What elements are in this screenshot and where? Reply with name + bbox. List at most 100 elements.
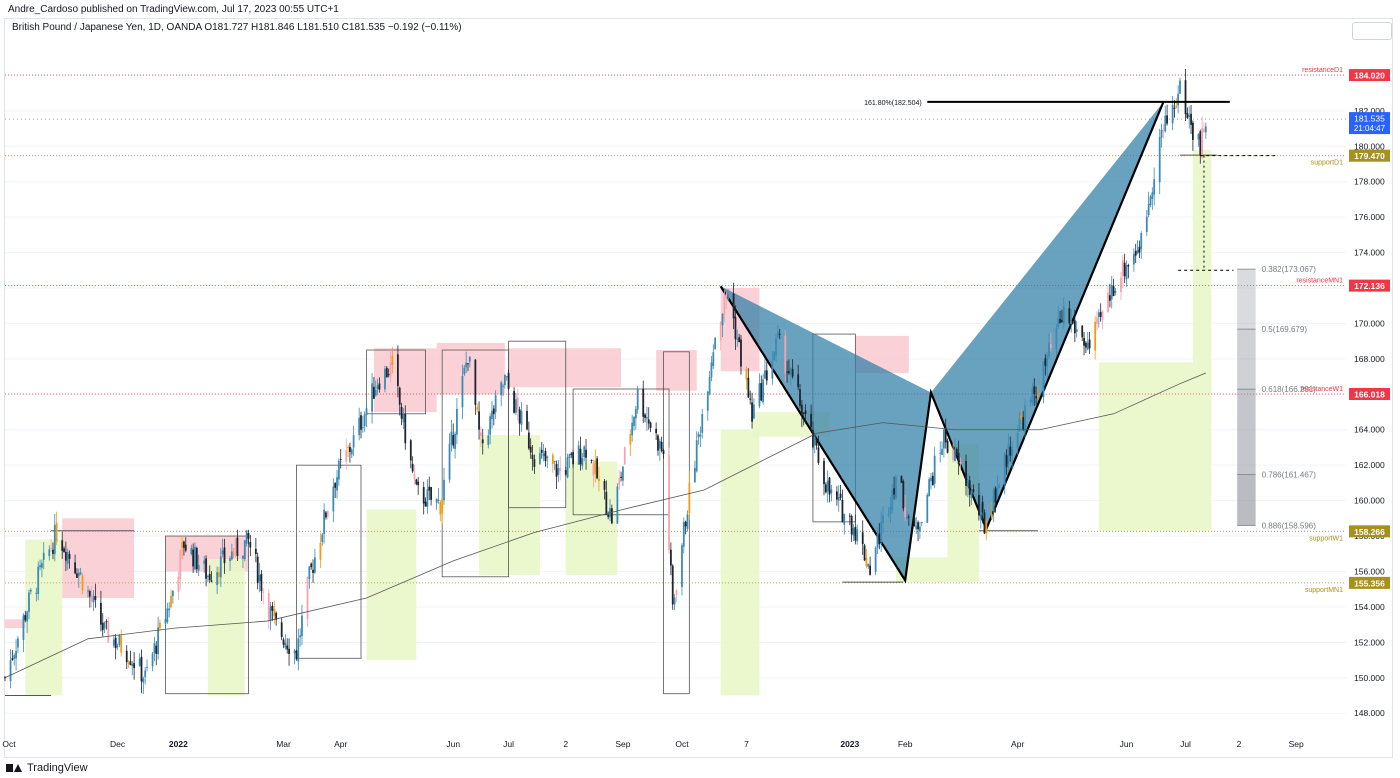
candle-body [1099,312,1102,317]
candle-body [55,522,58,542]
price-scale-settings-button[interactable] [1352,22,1392,40]
candle-body [813,436,816,446]
candle-body [658,440,661,449]
candle-body [144,670,147,678]
candle-body [1068,308,1071,324]
tradingview-logo-icon [6,763,22,773]
candle-body [1048,343,1050,357]
candle-body [101,622,104,631]
candle-body [930,477,932,482]
candle-body [153,643,156,654]
candle-body [784,335,787,374]
candle-body [939,452,942,454]
candle-body [487,435,490,446]
x-tick-label: Oct [675,739,689,749]
level-tag-resistanceD1: 184.020 [1354,71,1385,81]
footer: TradingView [6,759,88,777]
candle-body [1035,396,1038,399]
candle-body [171,590,174,597]
candle-body [869,565,872,575]
candle-body [140,656,143,682]
y-tick-label: 180.000 [1354,141,1385,151]
x-tick-label: Oct [2,739,16,749]
candle-body [295,650,298,660]
candle-body [933,455,936,484]
candle-body [572,452,575,465]
candle-body [1086,342,1089,350]
candle-body [590,460,593,462]
candle-body [474,359,477,405]
x-tick-label: Jun [446,739,460,749]
candle-body [267,593,270,620]
candle-body [919,526,921,532]
candle-body [374,389,377,396]
level-tag-bg [1349,69,1390,82]
candle-body [467,363,469,365]
candle-body [546,456,549,459]
range-box [296,464,362,659]
candle-body [734,316,737,340]
candle-body [850,515,853,535]
candle-body [503,374,506,386]
fib-band [1237,329,1256,390]
range-box [663,351,690,695]
candle-body [693,468,696,483]
candle-body [603,481,606,490]
candle-body [669,549,672,566]
candle-body [515,399,517,413]
candle-body [349,447,351,452]
level-tag-resistanceMN1: 172.136 [1354,281,1385,291]
candle-body [1107,292,1109,313]
candle-body [491,410,493,420]
candle-body [946,440,949,453]
candle-body [649,422,652,428]
candle-body [365,408,368,416]
candle-body [1029,399,1032,403]
candle-body [1188,114,1191,118]
candle-body [39,565,41,568]
candle-body [837,496,840,501]
candle-body [63,548,65,553]
candle-body [699,434,702,437]
y-tick-label: 168.000 [1354,354,1385,364]
candle-body [1140,233,1143,250]
candle-body [577,445,580,465]
moving-average-line [4,372,1206,679]
candle-body [876,534,879,549]
symbol-legend: British Pound / Japanese Yen, 1D, OANDA … [12,22,462,33]
candle-body [738,337,741,343]
candle-body [112,639,115,646]
candle-body [708,377,711,394]
candle-body [218,572,220,577]
candle-body [166,608,169,622]
candle-body [1055,328,1058,350]
candle-body [564,470,567,475]
candle-body [465,362,468,368]
candle-body [1049,344,1052,348]
candle-body [551,454,554,464]
candle-body [385,367,388,378]
fib-level-label: 0.5(169.679) [1262,325,1308,334]
candle-body [970,490,973,498]
x-tick-label: 2 [563,739,568,749]
level-tag-bg [1349,576,1390,589]
demand-zone [366,509,417,661]
candle-body [646,417,648,419]
candle-body [570,453,573,456]
candle-body [861,532,864,545]
candle-body [594,460,597,474]
candle-body [701,414,704,433]
candle-body [373,386,375,399]
candle-body [887,513,890,516]
candle-body [848,515,851,517]
candle-body [90,593,93,602]
candle-body [138,658,141,666]
candle-body [607,514,610,517]
x-tick-label: Sep [1289,739,1304,749]
candle-body [376,385,379,390]
footer-brand: TradingView [27,762,88,774]
candle-body [942,429,945,449]
candle-body [959,461,962,464]
candle-body [288,648,290,654]
